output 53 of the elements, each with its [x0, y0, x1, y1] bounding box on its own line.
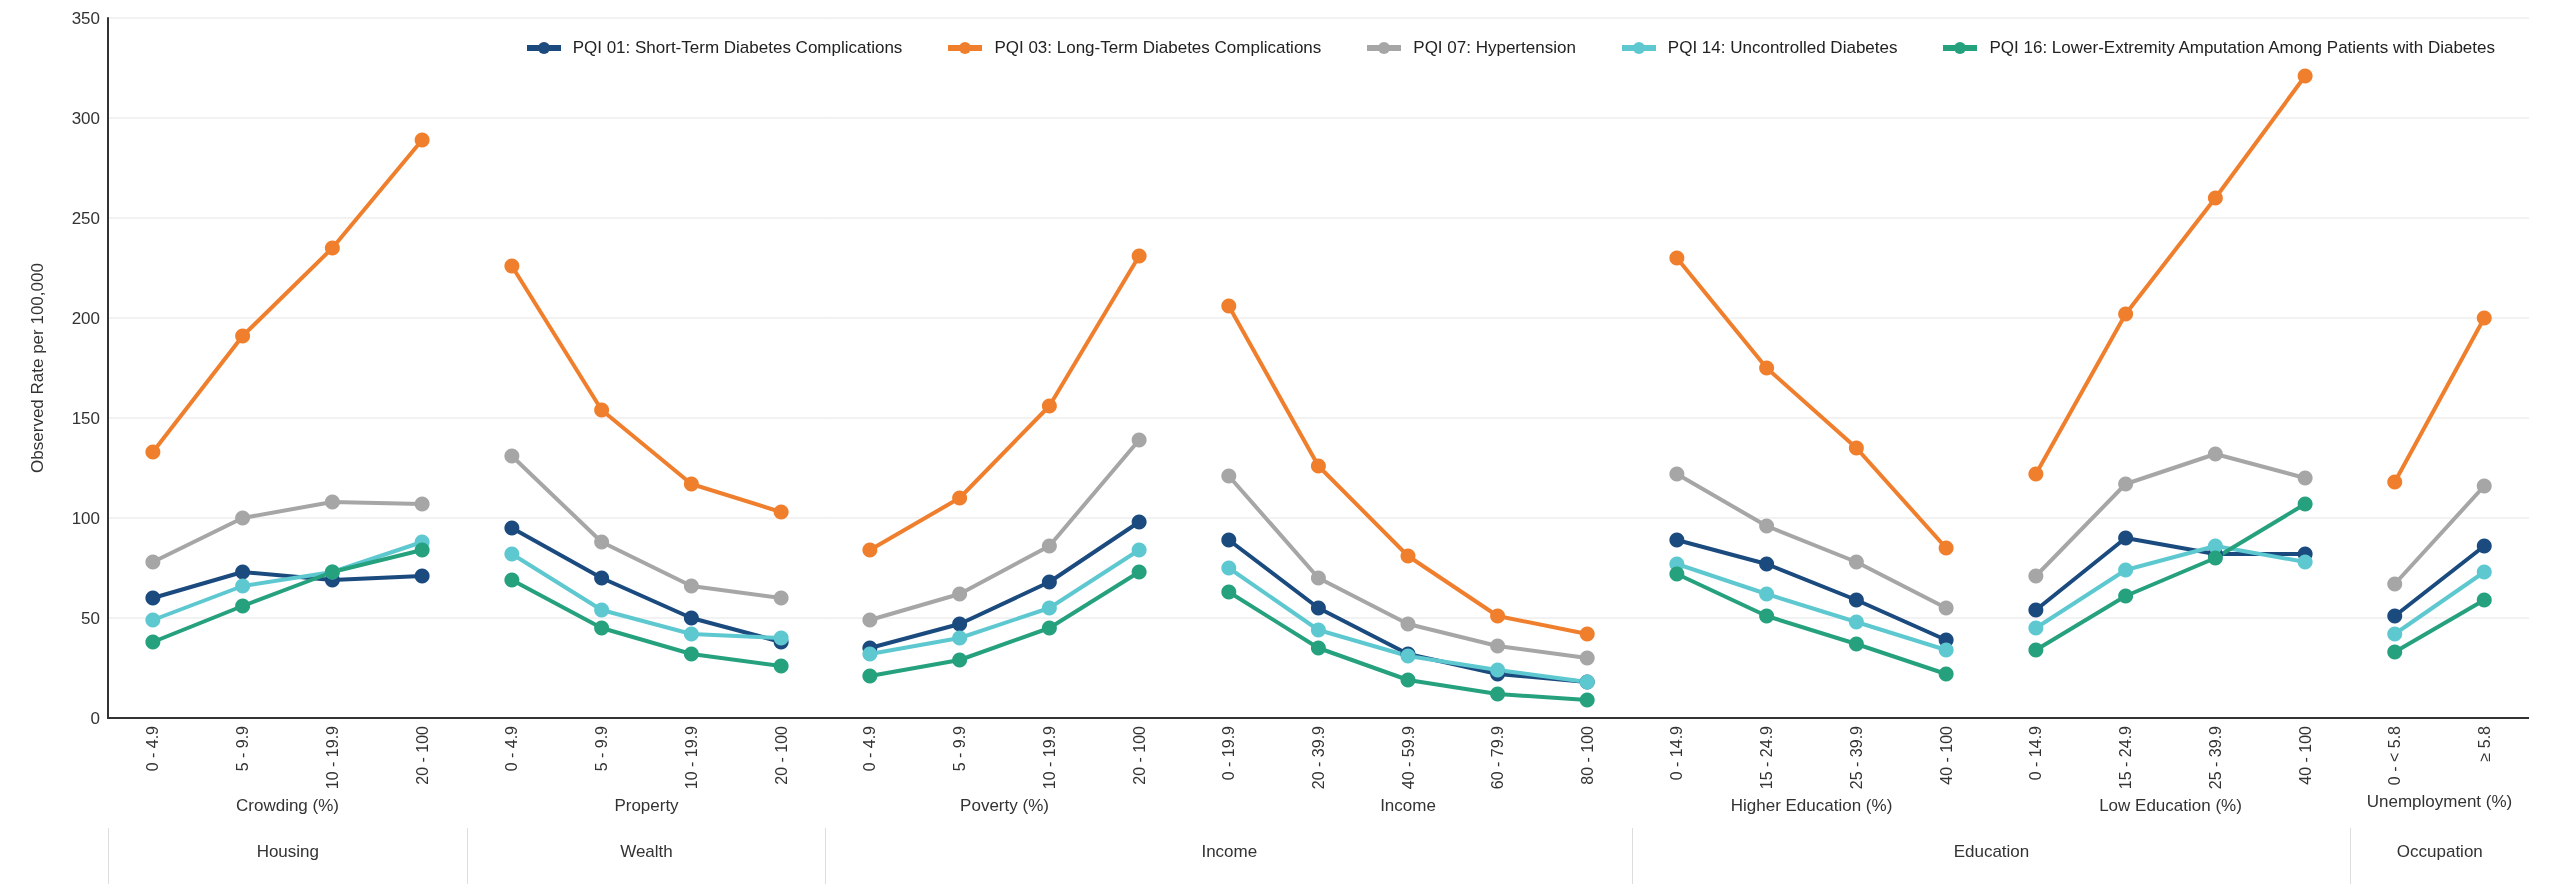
x-tick-label: 15 - 24.9 — [1758, 725, 1776, 790]
y-axis-title: Observed Rate per 100,000 — [28, 263, 47, 473]
legend-label: PQI 16: Lower-Extremity Amputation Among Patients with Diabetes — [1989, 38, 2495, 58]
x-tick-label: 80 - 100 — [1578, 725, 1596, 785]
x-tick-label: 10 - 19.9 — [682, 725, 700, 790]
x-axis-title: Income — [1380, 796, 1436, 816]
x-tick-label: 10 - 19.9 — [323, 725, 341, 790]
y-tick-label: 100 — [71, 508, 100, 528]
x-tick-label: 5 - 9.9 — [234, 725, 252, 772]
text: Income — [825, 828, 1633, 884]
x-tick-label: 0 - 4.9 — [144, 725, 162, 772]
x-tick-label: 0 - 14.9 — [2027, 725, 2045, 781]
legend-label: PQI 01: Short-Term Diabetes Complications — [572, 38, 903, 58]
text: Wealth — [466, 828, 826, 884]
x-tick-label: 20 - 100 — [1130, 725, 1148, 785]
x-tick-label: 0 - 4.9 — [503, 725, 521, 772]
x-axis-title: Property — [614, 796, 679, 816]
x-tick-label: 25 - 39.9 — [1848, 725, 1866, 790]
x-tick-label: 20 - 100 — [772, 725, 790, 785]
x-tick-label: 40 - 59.9 — [1399, 725, 1417, 790]
x-axis-title: Crowding (%) — [236, 796, 339, 816]
text: Housing — [108, 828, 467, 884]
x-tick-label: 20 - 39.9 — [1309, 725, 1327, 790]
x-tick-label: 40 - 100 — [2296, 725, 2314, 785]
text: Occupation — [2349, 828, 2529, 884]
x-tick-label: 25 - 39.9 — [2206, 725, 2224, 790]
legend-label: PQI 03: Long-Term Diabetes Complications — [994, 38, 1322, 58]
y-tick-label: 150 — [71, 408, 100, 428]
y-tick-label: 300 — [71, 108, 100, 128]
y-tick-label: 200 — [71, 308, 100, 328]
legend-label: PQI 07: Hypertension — [1413, 38, 1576, 58]
x-axis-title: Poverty (%) — [960, 796, 1050, 816]
x-tick-label: 5 - 9.9 — [951, 725, 969, 772]
y-tick-label: 0 — [90, 708, 100, 728]
x-tick-label: 0 - 19.9 — [1220, 725, 1238, 781]
x-tick-label: 10 - 19.9 — [1041, 725, 1059, 790]
x-tick-label: 0 - 14.9 — [1668, 725, 1686, 781]
x-axis-title: Higher Education (%) — [1731, 796, 1893, 816]
text: Education — [1632, 828, 2350, 884]
legend-label: PQI 14: Uncontrolled Diabetes — [1667, 38, 1898, 58]
x-tick-label: 60 - 79.9 — [1489, 725, 1507, 790]
x-tick-label: 15 - 24.9 — [2117, 725, 2135, 790]
x-tick-label: 5 - 9.9 — [592, 725, 610, 772]
x-axis-title: Low Education (%) — [2099, 796, 2242, 816]
x-tick-label: 0 - < 5.8 — [2385, 725, 2403, 786]
y-tick-label: 350 — [71, 8, 100, 28]
x-tick-label: 40 - 100 — [1937, 725, 1955, 785]
y-tick-label: 250 — [71, 208, 100, 228]
x-tick-label: 0 - 4.9 — [861, 725, 879, 772]
x-axis-title: Unemployment (%) — [2366, 792, 2512, 812]
x-tick-label: 20 - 100 — [413, 725, 431, 785]
y-tick-label: 50 — [81, 608, 100, 628]
x-tick-label: ≥ 5.8 — [2475, 725, 2493, 762]
